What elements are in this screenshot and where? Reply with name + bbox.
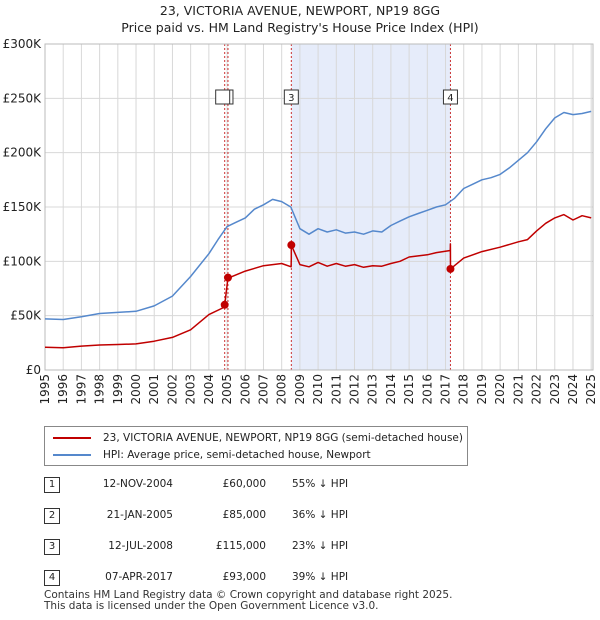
x-tick-label: 2015: [402, 374, 416, 405]
property-series-line: [44, 213, 592, 349]
x-tick-label: 2004: [202, 374, 216, 405]
legend-line-hpi: [53, 454, 91, 456]
marker-box-frame: [215, 89, 231, 105]
marker-box-4: 4: [442, 89, 458, 105]
legend-item-hpi: HPI: Average price, semi-detached house,…: [53, 447, 371, 463]
x-tick-label: 2021: [511, 374, 525, 405]
chart-legend: 23, VICTORIA AVENUE, NEWPORT, NP19 8GG (…: [44, 426, 468, 466]
hpi-series-line: [44, 110, 592, 321]
x-tick-label: 2013: [366, 374, 380, 405]
x-tick-label: 2000: [129, 374, 143, 405]
x-tick-label: 2022: [530, 374, 544, 405]
sale-row: 4 07-APR-2017 £93,000 39% ↓ HPI: [44, 564, 424, 595]
sale-number-badge: 4: [44, 570, 60, 586]
x-tick-label: 2014: [384, 374, 398, 405]
sale-date: 12-NOV-2004: [102, 478, 173, 490]
x-tick-label: 2007: [256, 374, 270, 405]
sale-point-4: [446, 264, 455, 273]
sale-hpi-diff: 55% ↓ HPI: [292, 478, 349, 490]
x-tick-label: 2018: [457, 374, 471, 405]
x-tick-label: 2012: [348, 374, 362, 405]
sale-point-3: [287, 241, 296, 250]
price-chart: 234£0£50K£100K£150K£200K£250K£300K199519…: [3, 37, 599, 405]
x-tick-label: 2006: [238, 374, 252, 405]
legend-item-property: 23, VICTORIA AVENUE, NEWPORT, NP19 8GG (…: [53, 430, 463, 446]
legend-label-hpi: HPI: Average price, semi-detached house,…: [103, 449, 371, 461]
x-tick-label: 2019: [475, 374, 489, 405]
plot-frame: [44, 43, 594, 371]
marker-box-frame: [442, 89, 458, 105]
legend-label-property: 23, VICTORIA AVENUE, NEWPORT, NP19 8GG (…: [103, 432, 463, 444]
sale-number-badge: 3: [44, 539, 60, 555]
chart-title-block: 23, VICTORIA AVENUE, NEWPORT, NP19 8GG P…: [0, 2, 600, 36]
y-tick-label: £200K: [3, 146, 43, 160]
x-tick-label: 2023: [548, 374, 562, 405]
sale-date: 07-APR-2017: [105, 571, 173, 583]
sale-number-badge: 1: [44, 477, 60, 493]
x-tick-label: 2020: [493, 374, 507, 405]
footer: Contains HM Land Registry data © Crown c…: [44, 590, 452, 612]
sale-date: 12-JUL-2008: [108, 540, 173, 552]
sale-date: 21-JAN-2005: [106, 509, 173, 521]
marker-box-label: 4: [447, 93, 453, 104]
x-tick-label: 2017: [439, 374, 453, 405]
x-tick-label: 2024: [566, 374, 580, 405]
sale-price: £60,000: [222, 478, 266, 490]
sale-point-2: [223, 273, 232, 282]
sale-hpi-diff: 23% ↓ HPI: [292, 540, 349, 552]
sale-row: 2 21-JAN-2005 £85,000 36% ↓ HPI: [44, 502, 424, 533]
y-tick-label: £50K: [10, 309, 42, 323]
footer-licence: This data is licensed under the Open Gov…: [44, 600, 379, 612]
sale-hpi-diff: 39% ↓ HPI: [292, 571, 349, 583]
y-tick-label: £0: [26, 363, 41, 377]
x-tick-label: 2001: [147, 374, 161, 405]
sale-price: £85,000: [222, 509, 266, 521]
y-tick-label: £250K: [3, 91, 43, 105]
x-tick-label: 2002: [165, 374, 179, 405]
x-tick-label: 2025: [584, 374, 598, 405]
y-tick-label: £150K: [3, 200, 43, 214]
x-tick-label: 2003: [184, 374, 198, 405]
sale-price: £93,000: [222, 571, 266, 583]
chart-title: 23, VICTORIA AVENUE, NEWPORT, NP19 8GG: [159, 3, 441, 18]
x-tick-label: 1996: [56, 374, 70, 405]
x-tick-label: 1998: [93, 374, 107, 405]
chart-subtitle: Price paid vs. HM Land Registry's House …: [121, 20, 479, 35]
x-tick-label: 2009: [293, 374, 307, 405]
x-tick-label: 1995: [38, 374, 52, 405]
x-tick-label: 2008: [275, 374, 289, 405]
x-tick-label: 2010: [311, 374, 325, 405]
marker-box-3: 3: [283, 89, 299, 105]
sales-table: 1 12-NOV-2004 £60,000 55% ↓ HPI 2 21-JAN…: [44, 471, 424, 595]
y-tick-label: £300K: [3, 37, 43, 51]
x-tick-label: 2005: [220, 374, 234, 405]
marker-box-label: 3: [288, 93, 294, 104]
x-tick-label: 2016: [420, 374, 434, 405]
footer-copyright: Contains HM Land Registry data © Crown c…: [44, 589, 453, 601]
x-tick-label: 1999: [111, 374, 125, 405]
x-tick-label: 1997: [74, 374, 88, 405]
y-tick-label: £100K: [3, 254, 43, 268]
x-tick-label: 2011: [329, 374, 343, 405]
sale-number-badge: 2: [44, 508, 60, 524]
sale-hpi-diff: 36% ↓ HPI: [292, 509, 349, 521]
sale-point-1: [220, 300, 229, 309]
marker-box-frame: [283, 89, 299, 105]
sale-price: £115,000: [215, 540, 266, 552]
sale-row: 1 12-NOV-2004 £60,000 55% ↓ HPI: [44, 471, 424, 502]
marker-box-1: [215, 89, 231, 105]
legend-line-property: [53, 437, 91, 439]
sale-row: 3 12-JUL-2008 £115,000 23% ↓ HPI: [44, 533, 424, 564]
